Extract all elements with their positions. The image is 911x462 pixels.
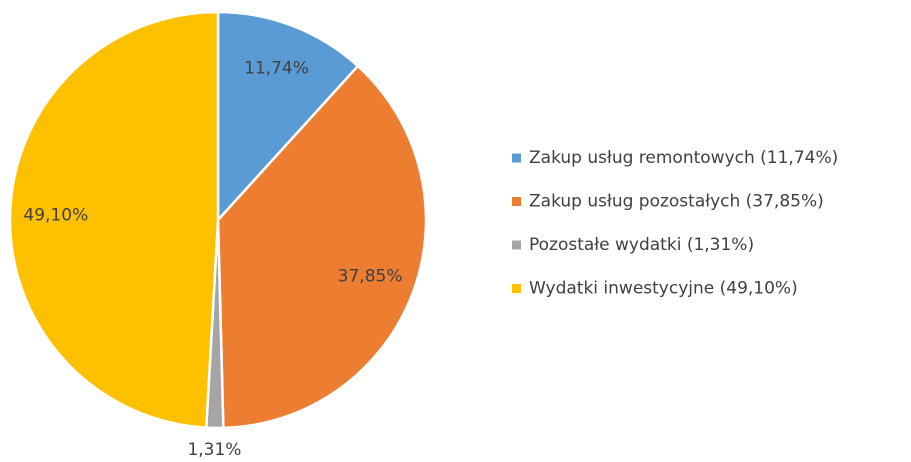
data-label: 37,85% — [338, 267, 403, 287]
data-label: 49,10% — [23, 205, 88, 225]
legend-swatch — [512, 197, 521, 206]
legend-label: Wydatki inwestycyjne (49,10%) — [529, 279, 798, 299]
legend-label: Zakup usług pozostałych (37,85%) — [529, 192, 824, 212]
legend-label: Pozostałe wydatki (1,31%) — [529, 235, 754, 255]
data-label: 1,31% — [187, 440, 241, 460]
pie-slice — [216, 10, 360, 224]
pie-slice — [8, 10, 220, 429]
legend-swatch — [512, 284, 521, 293]
legend-swatch — [512, 240, 521, 250]
data-label: 11,74% — [244, 59, 309, 79]
legend-swatch — [512, 153, 521, 163]
pie-slice — [216, 64, 428, 430]
legend-label: Zakup usług remontowych (11,74%) — [529, 148, 838, 168]
